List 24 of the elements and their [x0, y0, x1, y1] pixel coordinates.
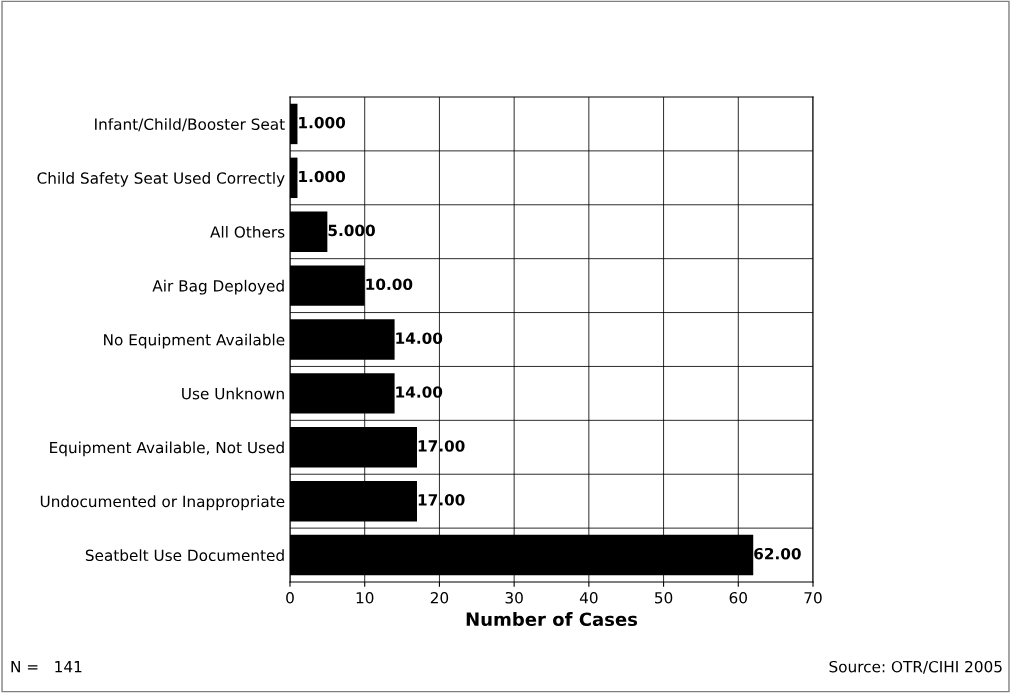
x-axis-title: Number of Cases [466, 612, 638, 627]
source-note: Source: OTR/CIHI 2005 [829, 660, 1002, 674]
x-tick-label: 20 [430, 591, 449, 604]
x-tick-label: 10 [356, 591, 374, 604]
x-tick-label: 30 [505, 591, 523, 604]
data-label: 62.00 [754, 547, 801, 560]
y-tick-label: Air Bag Deployed [152, 279, 284, 295]
x-tick-label: 0 [286, 591, 294, 604]
y-tick-label: Equipment Available, Not Used [50, 441, 284, 457]
x-tick-label: 60 [729, 591, 747, 604]
data-label: 1.000 [299, 116, 346, 129]
y-tick-label: Seatbelt Use Documented [85, 549, 284, 562]
y-tick-label: Undocumented or Inappropriate [40, 495, 285, 511]
y-tick-label: All Others [210, 225, 285, 238]
text: N = 141 [11, 661, 82, 673]
data-label: 10.00 [366, 278, 413, 291]
x-tick-label: 70 [804, 591, 822, 604]
y-tick-label: Infant/Child/Booster Seat [95, 118, 285, 132]
y-tick-label: No Equipment Available [104, 333, 285, 349]
data-label: 1.000 [299, 170, 346, 183]
x-tick-label: 50 [655, 591, 673, 604]
y-tick-label: Use Unknown [182, 387, 284, 400]
y-tick-label: Child Safety Seat Used Correctly [37, 172, 285, 187]
x-tick-label: 40 [579, 591, 598, 604]
